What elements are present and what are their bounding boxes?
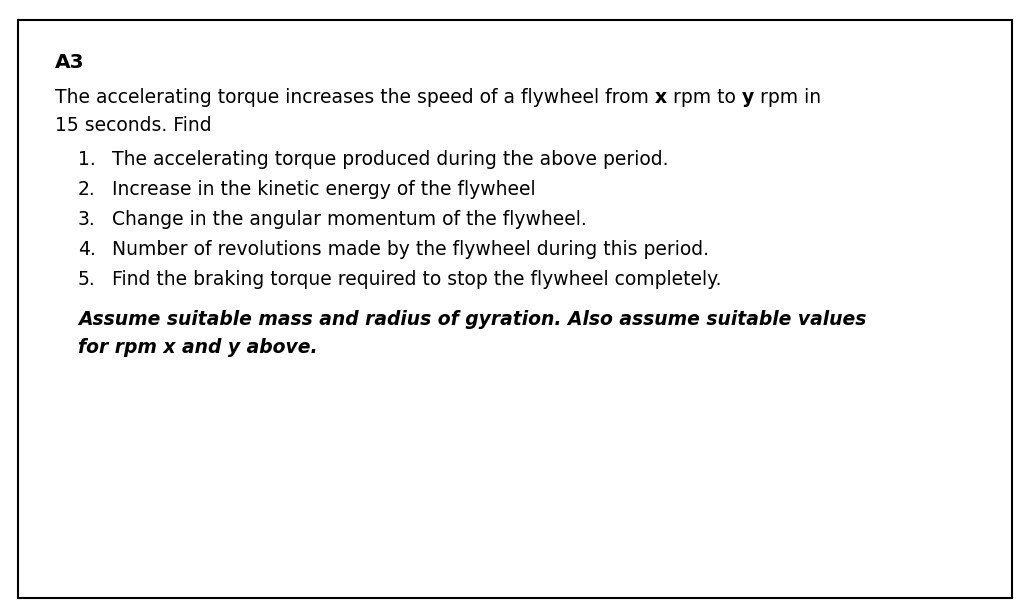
Text: A3: A3 (55, 53, 85, 72)
Text: y: y (742, 88, 754, 107)
Text: rpm in: rpm in (754, 88, 822, 107)
Text: for rpm x and y above.: for rpm x and y above. (78, 338, 318, 357)
Text: 4.: 4. (78, 240, 96, 259)
Text: x: x (655, 88, 667, 107)
Text: 3.: 3. (78, 210, 96, 229)
Text: 15 seconds. Find: 15 seconds. Find (55, 116, 211, 135)
Text: Assume suitable mass and radius of gyration. Also assume suitable values: Assume suitable mass and radius of gyrat… (78, 310, 866, 329)
Text: Change in the angular momentum of the flywheel.: Change in the angular momentum of the fl… (112, 210, 587, 229)
Text: rpm to: rpm to (667, 88, 742, 107)
Text: 2.: 2. (78, 180, 96, 199)
Text: 5.: 5. (78, 270, 96, 289)
FancyBboxPatch shape (18, 20, 1012, 598)
Text: Increase in the kinetic energy of the flywheel: Increase in the kinetic energy of the fl… (112, 180, 536, 199)
Text: Find the braking torque required to stop the flywheel completely.: Find the braking torque required to stop… (112, 270, 722, 289)
Text: The accelerating torque produced during the above period.: The accelerating torque produced during … (112, 150, 668, 169)
Text: The accelerating torque increases the speed of a flywheel from: The accelerating torque increases the sp… (55, 88, 655, 107)
Text: 1.: 1. (78, 150, 96, 169)
Text: Number of revolutions made by the flywheel during this period.: Number of revolutions made by the flywhe… (112, 240, 709, 259)
